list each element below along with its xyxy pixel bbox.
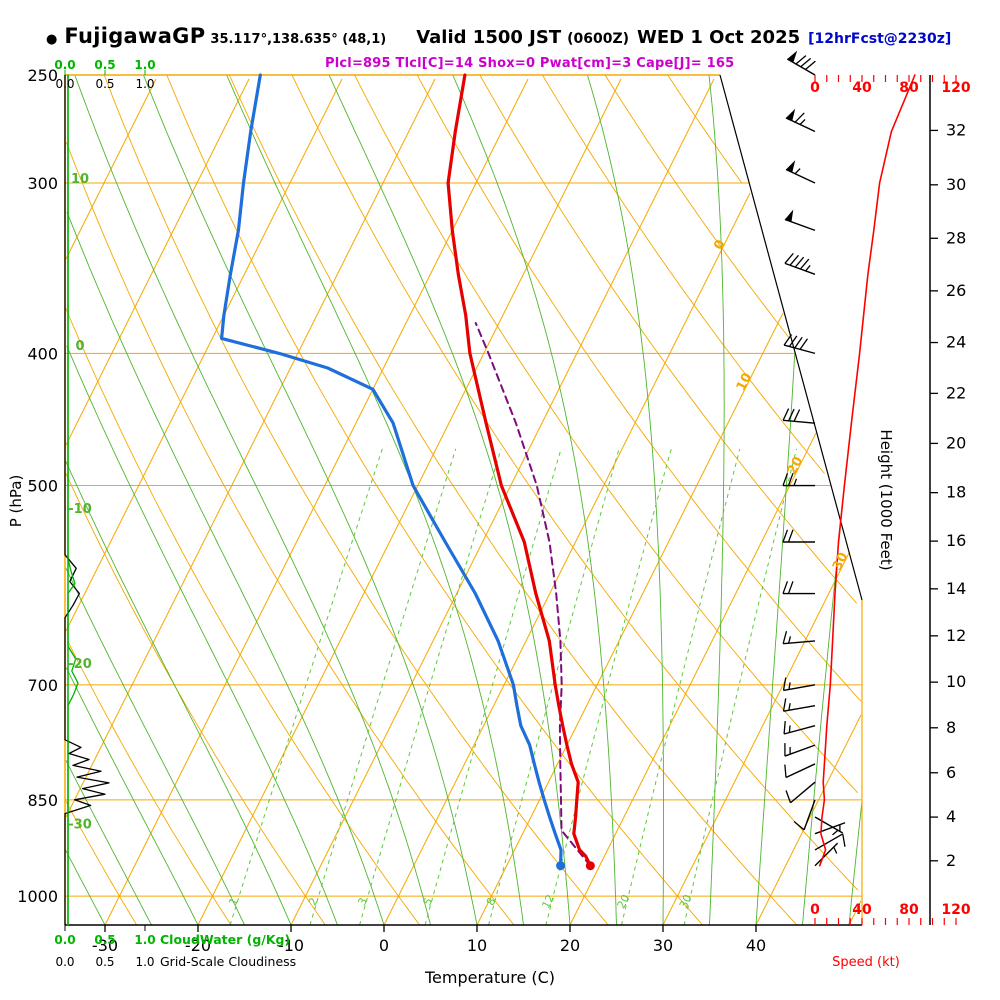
svg-text:26: 26 (946, 281, 966, 300)
svg-text:22: 22 (946, 383, 966, 402)
svg-text:30: 30 (830, 550, 852, 573)
svg-text:1.0: 1.0 (134, 58, 155, 72)
svg-text:10: 10 (734, 371, 756, 394)
svg-text:850: 850 (27, 791, 58, 810)
svg-text:40: 40 (746, 936, 766, 955)
svg-text:0.5: 0.5 (95, 955, 114, 969)
svg-text:400: 400 (27, 344, 58, 363)
svg-text:-30: -30 (92, 936, 118, 955)
svg-text:30: 30 (653, 936, 673, 955)
svg-text:32: 32 (946, 120, 966, 139)
svg-text:0: 0 (75, 339, 84, 354)
dry-adiabat-lines (64, 74, 862, 926)
svg-text:300: 300 (27, 174, 58, 193)
svg-text:18: 18 (946, 483, 966, 502)
valid-time-label: Valid 1500 JST (416, 27, 562, 48)
pressure-axis-title: P (hPa) (7, 474, 25, 528)
svg-text:2: 2 (306, 896, 321, 908)
svg-text:120: 120 (941, 80, 970, 96)
svg-text:0: 0 (379, 936, 389, 955)
svg-text:80: 80 (899, 902, 919, 918)
temperature-curve (446, 73, 595, 871)
svg-text:5: 5 (421, 896, 436, 908)
svg-text:-10: -10 (278, 936, 304, 955)
svg-text:20: 20 (560, 936, 580, 955)
svg-text:14: 14 (946, 579, 966, 598)
svg-text:3: 3 (355, 896, 370, 908)
svg-text:40: 40 (852, 80, 872, 96)
svg-text:10: 10 (71, 172, 89, 187)
stability-indices-line: Plcl=895 Tlcl[C]=14 Shox=0 Pwat[cm]=3 Ca… (325, 56, 735, 71)
wind-barbs-column (782, 50, 846, 867)
svg-text:1: 1 (226, 896, 241, 908)
svg-text:0.0: 0.0 (54, 58, 75, 72)
wind-speed-curve (818, 74, 916, 867)
svg-text:CloudWater (g/Kg): CloudWater (g/Kg) (160, 932, 290, 947)
forecast-tag: [12hrFcst@2230z] (808, 31, 952, 47)
mixing-ratio-lines: 1 2 3 5 8 12 20 30 (226, 448, 797, 926)
svg-text:-30: -30 (68, 817, 92, 832)
svg-text:30: 30 (677, 892, 695, 910)
parcel-ascent-curve (474, 322, 592, 867)
chart-header: ● FujigawaGP 35.117°,138.635° (48,1) Val… (46, 24, 951, 48)
svg-text:12: 12 (539, 892, 557, 910)
svg-text:0.5: 0.5 (94, 58, 115, 72)
svg-text:20: 20 (615, 892, 633, 910)
svg-text:0: 0 (810, 902, 820, 918)
svg-text:20: 20 (785, 454, 807, 477)
isotherm-lines (65, 78, 862, 926)
svg-text:1.0: 1.0 (135, 77, 154, 91)
svg-text:0: 0 (810, 80, 820, 96)
svg-text:28: 28 (946, 228, 966, 247)
svg-text:0.0: 0.0 (55, 955, 74, 969)
height-axis-title: Height (1000 Feet) (877, 429, 895, 571)
svg-text:30: 30 (946, 175, 966, 194)
svg-text:Speed (kt): Speed (kt) (832, 955, 900, 970)
svg-text:-10: -10 (68, 502, 92, 517)
svg-text:20: 20 (946, 433, 966, 452)
svg-text:6: 6 (946, 763, 956, 782)
svg-text:700: 700 (27, 676, 58, 695)
svg-text:1.0: 1.0 (135, 955, 154, 969)
plot-frame (64, 74, 863, 926)
moist-adiabat-lines (65, 74, 863, 926)
svg-text:1.0: 1.0 (134, 933, 155, 947)
valid-time-utc: (0600Z) (567, 31, 630, 47)
svg-text:10: 10 (467, 936, 487, 955)
svg-text:120: 120 (941, 902, 970, 918)
svg-text:0.0: 0.0 (55, 77, 74, 91)
svg-text:16: 16 (946, 531, 966, 550)
station-name: FujigawaGP (64, 24, 206, 48)
svg-text:80: 80 (899, 80, 919, 96)
dewpoint-curve (220, 73, 566, 871)
svg-text:8: 8 (946, 718, 956, 737)
temperature-axis-title: Temperature (C) (424, 968, 556, 987)
svg-text:0.5: 0.5 (94, 933, 115, 947)
station-coordinates: 35.117°,138.635° (48,1) (210, 32, 387, 47)
station-marker-dot: ● (46, 32, 58, 47)
svg-text:250: 250 (27, 66, 58, 85)
svg-text:40: 40 (852, 902, 872, 918)
svg-text:2: 2 (946, 851, 956, 870)
svg-text:0.0: 0.0 (54, 933, 75, 947)
svg-text:0.5: 0.5 (95, 77, 114, 91)
svg-text:24: 24 (946, 333, 966, 352)
svg-text:-20: -20 (68, 657, 92, 672)
valid-date: WED 1 Oct 2025 (637, 27, 801, 48)
pressure-gridlines (65, 182, 862, 897)
svg-text:4: 4 (946, 807, 956, 826)
svg-text:Grid-Scale Cloudiness: Grid-Scale Cloudiness (160, 954, 296, 969)
svg-text:10: 10 (946, 672, 966, 691)
svg-text:-20: -20 (185, 936, 211, 955)
cloud-profiles (64, 74, 110, 926)
svg-text:12: 12 (946, 626, 966, 645)
svg-text:500: 500 (27, 477, 58, 496)
svg-text:1000: 1000 (17, 887, 58, 906)
